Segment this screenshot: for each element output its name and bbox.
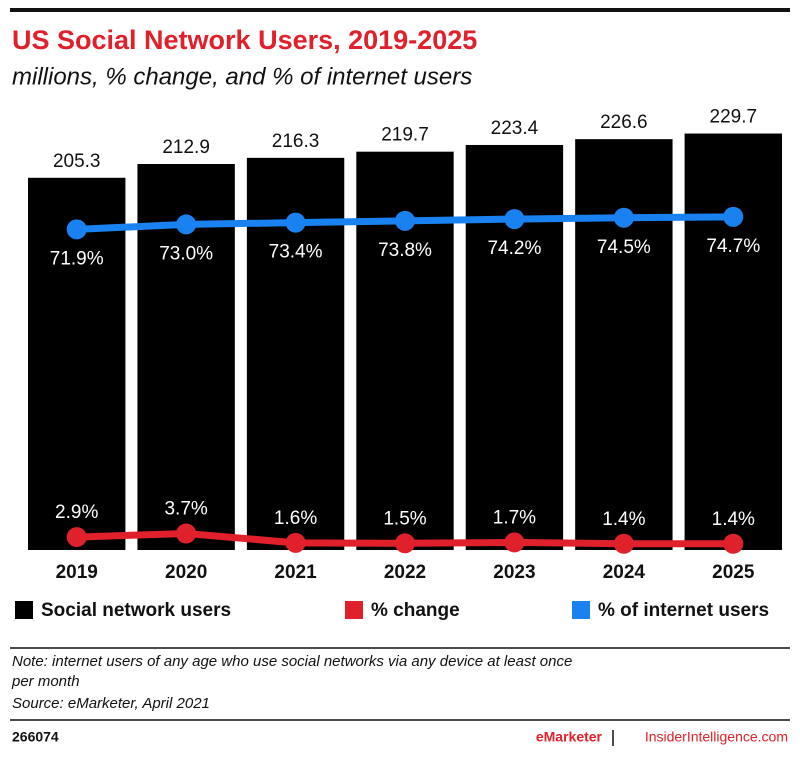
x-tick-label: 2023 xyxy=(493,562,535,583)
bar-label: 226.6 xyxy=(600,112,648,133)
point-label: 1.5% xyxy=(383,508,426,529)
point xyxy=(395,210,415,231)
point xyxy=(66,219,87,240)
x-tick-label: 2019 xyxy=(56,562,98,583)
point xyxy=(723,533,744,554)
point xyxy=(285,532,306,553)
legend-label: % of internet users xyxy=(598,600,769,621)
bar xyxy=(575,139,673,550)
top-rule xyxy=(10,8,790,12)
point xyxy=(723,206,744,227)
point-label: 74.7% xyxy=(706,236,760,257)
point xyxy=(395,533,415,554)
point-label: 1.6% xyxy=(274,508,317,529)
point-label: 3.7% xyxy=(164,499,207,520)
bar xyxy=(465,144,564,551)
x-tick-label: 2024 xyxy=(603,562,646,583)
point-label: 73.0% xyxy=(159,243,213,264)
x-tick-label: 2020 xyxy=(165,562,207,583)
point xyxy=(504,209,525,230)
bar-label: 212.9 xyxy=(162,137,210,158)
legend-label: % change xyxy=(371,600,460,621)
point-label: 1.4% xyxy=(712,509,755,530)
note: Note: internet users of any age who use … xyxy=(11,653,572,690)
point xyxy=(613,533,634,554)
site: InsiderIntelligence.com xyxy=(645,729,788,745)
point xyxy=(176,214,197,235)
point xyxy=(504,532,525,553)
point xyxy=(613,207,634,228)
point-label: 2.9% xyxy=(55,502,98,523)
brand: eMarketer xyxy=(536,729,603,745)
bar-label: 223.4 xyxy=(491,118,539,139)
bar xyxy=(684,133,782,550)
point xyxy=(66,527,87,548)
point-label: 74.2% xyxy=(487,238,541,259)
point-label: 74.5% xyxy=(597,237,651,258)
point-label: 1.7% xyxy=(493,507,536,528)
point-label: 73.4% xyxy=(269,242,323,263)
chart-title: US Social Network Users, 2019-2025 xyxy=(12,25,477,55)
x-tick-label: 2025 xyxy=(712,562,755,583)
point-label: 71.9% xyxy=(50,248,104,269)
legend-swatch xyxy=(15,601,33,619)
point xyxy=(176,523,197,544)
bar-label: 205.3 xyxy=(53,151,101,172)
legend-swatch xyxy=(345,601,363,619)
legend-swatch xyxy=(572,601,590,619)
chart-id: 266074 xyxy=(12,729,59,745)
bar-label: 229.7 xyxy=(710,107,758,128)
legend-label: Social network users xyxy=(41,600,231,621)
chart-subtitle: millions, % change, and % of internet us… xyxy=(12,63,472,90)
bar xyxy=(28,177,126,551)
x-tick-label: 2021 xyxy=(274,562,317,583)
point xyxy=(285,212,306,233)
bar-label: 219.7 xyxy=(381,125,429,146)
x-tick-label: 2022 xyxy=(384,562,426,583)
point-label: 73.8% xyxy=(378,240,432,261)
source: Source: eMarketer, April 2021 xyxy=(12,695,210,712)
point-label: 1.4% xyxy=(602,509,645,530)
bar-label: 216.3 xyxy=(272,131,320,152)
